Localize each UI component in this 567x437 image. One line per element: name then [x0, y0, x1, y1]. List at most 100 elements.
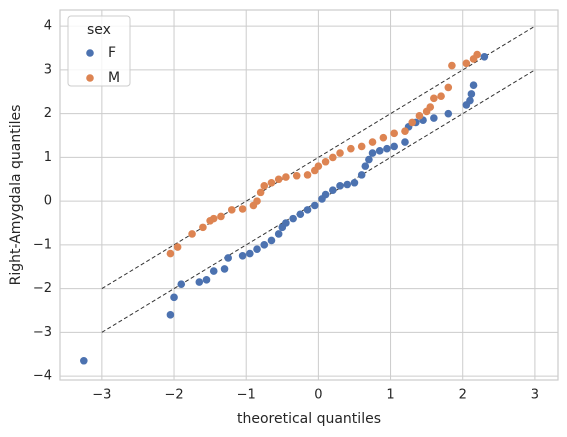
point: [329, 153, 337, 162]
point: [296, 210, 305, 219]
point: [256, 188, 265, 197]
point: [350, 178, 359, 187]
point: [448, 61, 456, 70]
point: [303, 206, 312, 214]
y-tick-label: 2: [44, 106, 52, 121]
point: [267, 178, 276, 187]
point: [336, 149, 344, 157]
point: [246, 249, 254, 258]
point: [188, 230, 196, 238]
y-tick-label: −4: [33, 369, 52, 384]
point: [166, 311, 175, 319]
point: [260, 182, 269, 190]
point: [466, 96, 474, 105]
x-tick-label: 0: [314, 388, 322, 403]
y-tick-label: −2: [33, 281, 52, 296]
point: [170, 293, 178, 302]
y-axis-label: Right-Amygdala quantiles: [8, 105, 24, 286]
y-tick-label: 4: [44, 19, 52, 34]
point: [253, 245, 261, 254]
point: [199, 223, 207, 232]
point: [365, 155, 373, 164]
y-tick-label: −1: [33, 237, 52, 252]
point: [80, 356, 88, 365]
point: [282, 219, 290, 227]
point: [368, 149, 377, 157]
y-tick-label: −3: [33, 325, 52, 340]
point: [274, 230, 283, 238]
point: [166, 249, 175, 258]
legend-label: M: [108, 70, 120, 86]
point: [473, 50, 481, 59]
point: [444, 109, 453, 118]
point: [379, 133, 388, 142]
point: [415, 112, 424, 120]
point: [292, 171, 301, 180]
legend-box: [67, 15, 131, 87]
point: [430, 94, 438, 103]
point: [390, 129, 398, 138]
point: [361, 162, 370, 170]
point: [310, 201, 319, 210]
point: [289, 214, 297, 223]
point: [343, 180, 352, 189]
point: [267, 236, 276, 245]
point: [238, 205, 247, 213]
point: [195, 278, 204, 286]
point: [314, 162, 323, 170]
point: [444, 83, 453, 92]
legend-marker: [86, 74, 94, 82]
y-tick-label: 0: [44, 194, 52, 209]
x-tick-label: 3: [531, 388, 539, 403]
point: [282, 173, 290, 181]
point: [177, 280, 186, 289]
legend-title: sex: [87, 22, 111, 38]
x-tick-label: 1: [386, 388, 394, 403]
y-tick-label: 1: [44, 150, 52, 165]
point: [469, 81, 478, 90]
point: [357, 142, 366, 151]
point: [408, 118, 417, 127]
point: [303, 171, 312, 179]
point: [329, 186, 337, 194]
point: [209, 214, 218, 223]
point: [368, 138, 377, 146]
point: [375, 147, 384, 155]
point: [357, 171, 366, 179]
point: [401, 138, 409, 146]
point: [227, 206, 236, 214]
point: [467, 90, 476, 98]
legend-label: F: [108, 45, 116, 61]
y-tick-label: 3: [44, 62, 52, 77]
point: [209, 267, 218, 275]
legend: sex FM: [67, 15, 131, 87]
x-axis-label: theoretical quantiles: [237, 411, 381, 427]
point: [321, 157, 330, 166]
point: [274, 175, 283, 184]
point: [347, 144, 355, 153]
point: [224, 254, 232, 262]
point: [173, 243, 182, 251]
point: [217, 212, 225, 221]
point: [462, 59, 471, 68]
x-tick-label: −3: [92, 388, 111, 403]
point: [390, 142, 398, 151]
x-tick-label: −2: [164, 388, 183, 403]
point: [401, 127, 409, 135]
plot-frame: [59, 9, 559, 381]
point: [437, 92, 445, 100]
legend-marker: [86, 49, 94, 57]
point: [238, 251, 247, 260]
x-tick-label: −1: [237, 388, 256, 403]
point: [253, 197, 261, 205]
point: [321, 190, 330, 199]
point: [336, 182, 344, 190]
x-tick-label: 2: [459, 388, 467, 403]
point: [426, 103, 435, 111]
point: [260, 241, 269, 249]
point: [202, 276, 211, 284]
point: [220, 265, 229, 273]
point: [480, 52, 489, 61]
point: [383, 144, 391, 153]
